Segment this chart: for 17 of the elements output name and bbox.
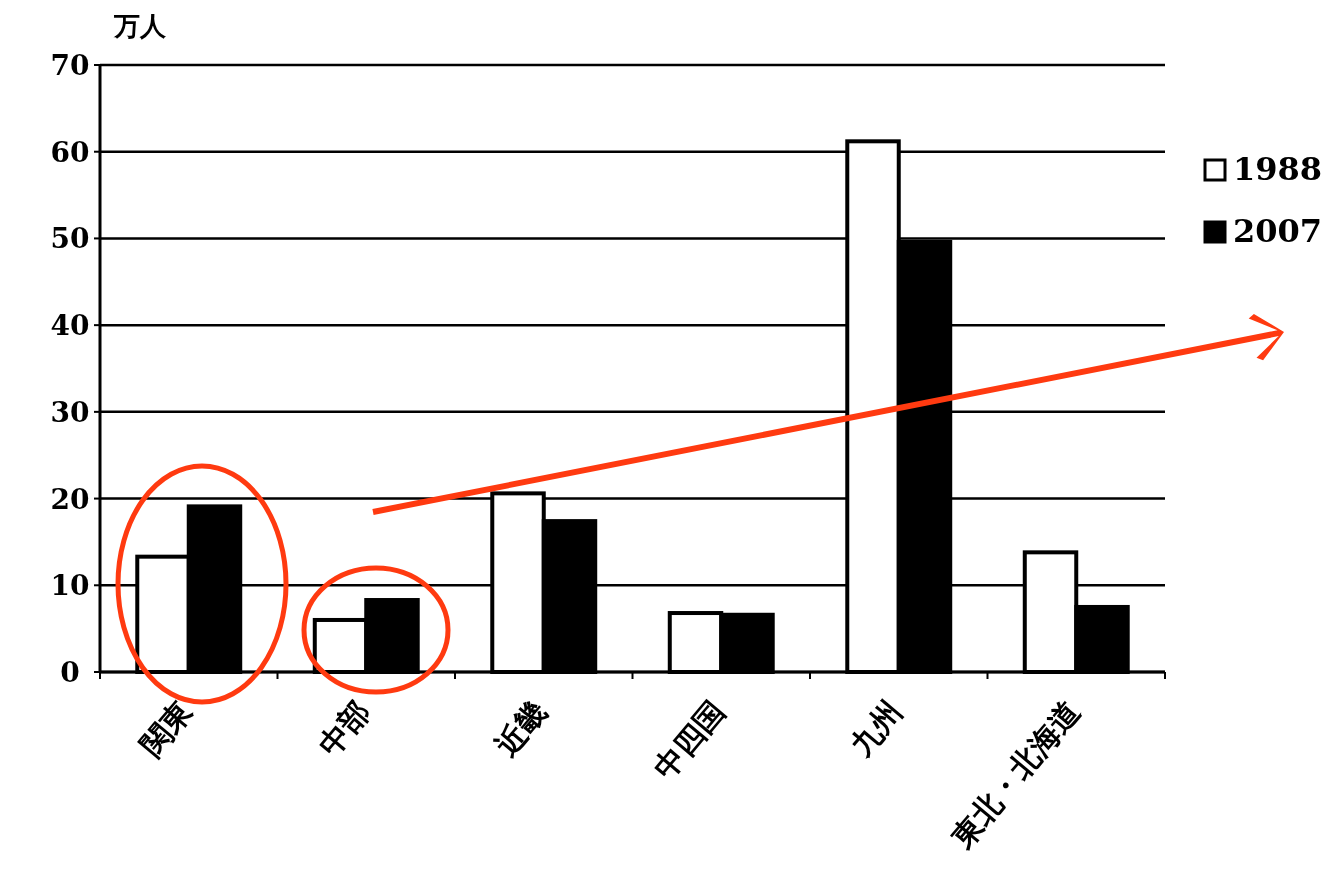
- x-tick-label: 中部: [311, 694, 377, 763]
- legend-label: 2007: [1233, 212, 1323, 250]
- y-tick-label: 30: [50, 395, 90, 429]
- x-tick-label: 中四国: [646, 694, 732, 786]
- y-tick-label: 10: [50, 569, 90, 603]
- y-axis-title: 万人: [113, 11, 167, 41]
- x-tick-label: 関東: [133, 694, 200, 763]
- y-tick-label: 50: [50, 222, 90, 256]
- x-tick-label: 近畿: [488, 694, 555, 763]
- y-tick-label: 60: [50, 135, 90, 169]
- y-tick-label: 40: [50, 309, 90, 343]
- x-tick-label: 九州: [843, 694, 910, 764]
- y-tick-label: 20: [50, 482, 90, 516]
- y-tick-label: 0: [60, 656, 80, 689]
- x-tick-label: 東北・北海道: [943, 694, 1087, 856]
- y-tick-label: 70: [50, 49, 90, 82]
- legend-label: 1988: [1233, 150, 1323, 188]
